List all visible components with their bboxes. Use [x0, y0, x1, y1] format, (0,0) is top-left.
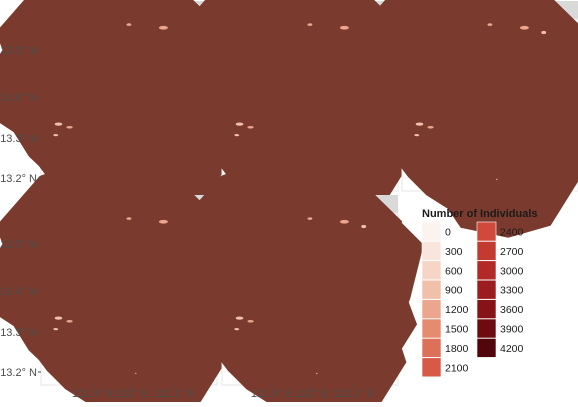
- legend-label: 2700: [500, 246, 524, 258]
- island: [126, 23, 132, 26]
- map-panel-2000: 2000: [402, 0, 578, 191]
- island: [235, 122, 243, 126]
- island: [247, 320, 254, 323]
- y-tick-label: 13.2° N: [0, 367, 37, 379]
- legend-label: 900: [445, 285, 463, 297]
- island: [234, 328, 240, 331]
- x-tick-label: 122° E: [115, 388, 148, 400]
- island: [340, 26, 350, 30]
- legend-swatch: [421, 299, 442, 319]
- island: [53, 134, 59, 137]
- legend-label: 4200: [500, 343, 524, 355]
- x-tick-label: 122.1° E: [333, 388, 375, 400]
- map-panel-1995: 1995: [222, 0, 398, 191]
- map-panel-2007: 2007: [41, 195, 217, 407]
- y-tick-label: 13.2° N: [0, 173, 37, 185]
- island: [247, 126, 254, 129]
- legend-swatch: [476, 221, 497, 242]
- legend: Number of Individuals 0 300 600 900 1200 1500…: [421, 208, 538, 378]
- island: [66, 320, 73, 323]
- legend-swatch: [476, 260, 497, 281]
- x-tick-label: 121.9° E: [251, 388, 293, 400]
- island: [427, 126, 434, 129]
- x-axis-2010: 121.9° E 122° E 122.1° E: [251, 385, 375, 400]
- legend-swatch: [421, 338, 442, 358]
- island: [316, 372, 318, 374]
- island: [54, 122, 62, 126]
- legend-label: 3300: [500, 285, 524, 297]
- legend-label: 3000: [500, 265, 524, 277]
- municipality-map: [234, 0, 372, 181]
- y-tick-label: 13.3° N: [0, 133, 37, 145]
- y-tick-label: 13.4° N: [0, 286, 37, 298]
- legend-swatch: [476, 299, 497, 319]
- island: [235, 316, 243, 320]
- island: [66, 126, 73, 129]
- island: [541, 31, 547, 35]
- island: [496, 178, 498, 180]
- legend-swatch: [476, 241, 497, 261]
- legend-label: 1800: [445, 343, 469, 355]
- island: [520, 26, 530, 30]
- y-tick-label: 13.3° N: [0, 327, 37, 339]
- x-tick-label: 122.1° E: [153, 388, 195, 400]
- map-panel-2010: 2010: [222, 195, 398, 407]
- municipality-map: [234, 217, 372, 407]
- x-axis-2007: 121.9° E 122° E 122.1° E: [72, 385, 195, 400]
- coastline-outline: [238, 222, 361, 367]
- x-tick-label: 122° E: [295, 388, 328, 400]
- island: [414, 134, 420, 137]
- y-tick-label: 13.5° N: [0, 239, 37, 251]
- legend-label: 300: [445, 246, 463, 258]
- y-axis-top: 13.5° N 13.4° N 13.3° N 13.2° N: [0, 45, 41, 185]
- legend-label: 1200: [445, 304, 469, 316]
- legend-swatch: [476, 279, 497, 300]
- municipality-map: [53, 217, 191, 407]
- legend-swatch: [476, 338, 497, 358]
- legend-swatch: [421, 260, 442, 281]
- legend-swatch: [421, 241, 442, 261]
- island: [415, 122, 423, 126]
- island: [159, 26, 169, 30]
- municipality-map: [414, 0, 578, 181]
- y-tick-label: 13.4° N: [0, 92, 37, 104]
- island: [340, 220, 350, 224]
- island: [361, 225, 367, 229]
- y-tick-label: 13.5° N: [0, 45, 37, 57]
- legend-label: 0: [445, 227, 451, 239]
- y-axis-bottom: 13.5° N 13.4° N 13.3° N 13.2° N: [0, 239, 41, 379]
- x-tick-label: 121.9° E: [72, 388, 114, 400]
- island: [53, 328, 59, 331]
- legend-label: 600: [445, 265, 463, 277]
- island: [126, 217, 132, 220]
- island: [54, 316, 62, 320]
- legend-label: 2400: [500, 227, 524, 239]
- island: [487, 23, 493, 26]
- legend-swatch: [421, 279, 442, 300]
- coastline-outline: [418, 28, 541, 173]
- legend-label: 3900: [500, 324, 524, 336]
- legend-label: 2100: [445, 362, 469, 374]
- legend-swatch: [421, 357, 442, 378]
- island: [135, 372, 137, 374]
- legend-swatch: [476, 318, 497, 339]
- island: [307, 23, 313, 26]
- island: [307, 217, 313, 220]
- island: [159, 220, 169, 224]
- legend-label: 3600: [500, 304, 524, 316]
- legend-swatch: [421, 318, 442, 339]
- legend-swatch: [421, 221, 442, 242]
- island: [234, 134, 240, 137]
- legend-label: 1500: [445, 324, 469, 336]
- legend-title: Number of Individuals: [422, 208, 538, 220]
